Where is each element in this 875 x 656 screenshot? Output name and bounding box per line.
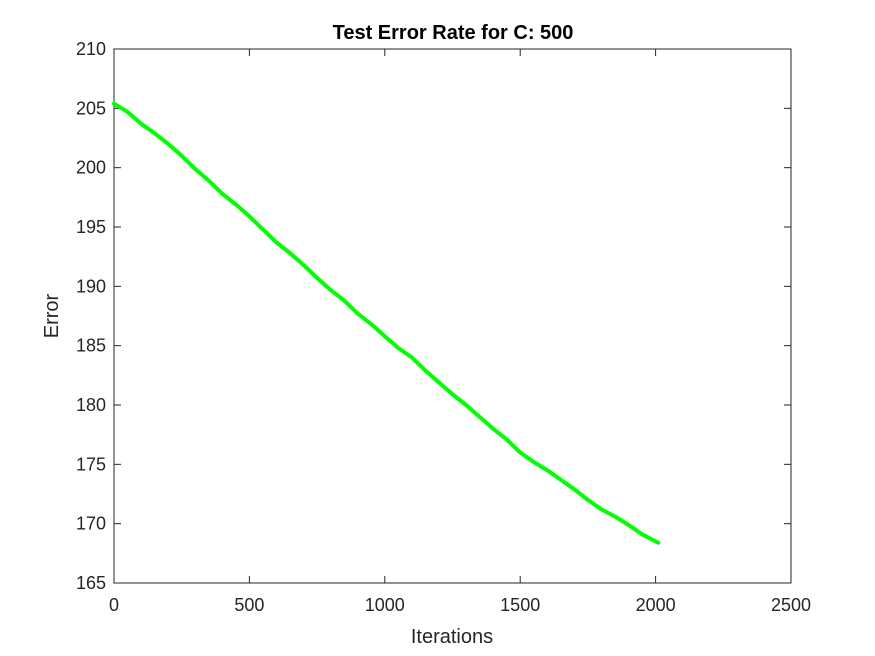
y-tick-label: 170: [76, 514, 106, 534]
x-tick-label: 0: [109, 595, 119, 615]
y-tick-label: 185: [76, 336, 106, 356]
y-tick-label: 180: [76, 395, 106, 415]
axes-box: [113, 48, 792, 584]
x-axis-label: Iterations: [411, 626, 493, 648]
x-tick-label: 2500: [771, 595, 811, 615]
y-tick-label: 205: [76, 98, 106, 118]
x-tick-label: 1000: [365, 595, 405, 615]
x-axis-ticks: 0 500 1000 1500 2000 2500: [109, 49, 811, 615]
series-layer: [112, 101, 661, 545]
series-line: [112, 101, 661, 545]
y-tick-label: 210: [76, 39, 106, 59]
y-axis-ticks: 165 170 175 180 185 190 195 200 205 210: [76, 39, 791, 593]
y-axis-label: Error: [41, 293, 63, 338]
y-tick-label: 165: [76, 573, 106, 593]
y-tick-label: 200: [76, 158, 106, 178]
chart-title: Test Error Rate for C: 500: [333, 22, 574, 44]
x-tick-label: 1500: [500, 595, 540, 615]
y-tick-label: 175: [76, 454, 106, 474]
y-tick-label: 195: [76, 217, 106, 237]
y-tick-label: 190: [76, 276, 106, 296]
plot-area: 0 500 1000 1500 2000 2500 1651701751801851901…: [76, 39, 811, 615]
x-tick-label: 500: [234, 595, 264, 615]
x-tick-label: 2000: [636, 595, 676, 615]
